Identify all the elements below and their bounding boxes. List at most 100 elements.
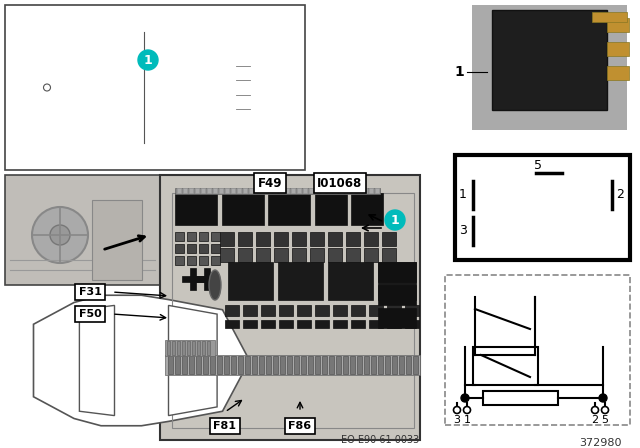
Bar — [5, 175, 160, 285]
Bar — [607, 18, 629, 32]
Bar — [172, 341, 175, 355]
Bar — [387, 305, 401, 316]
Bar — [256, 248, 270, 262]
Bar — [182, 276, 204, 282]
Bar — [217, 356, 222, 374]
Bar — [315, 305, 329, 316]
Bar — [203, 356, 208, 374]
Bar — [309, 188, 313, 193]
Bar — [364, 232, 378, 246]
Bar — [378, 262, 416, 282]
Bar — [351, 188, 355, 193]
Bar — [177, 341, 180, 355]
Bar — [225, 320, 239, 328]
Bar — [231, 188, 235, 193]
Polygon shape — [79, 306, 115, 416]
Bar — [210, 356, 215, 374]
Bar — [201, 188, 205, 193]
Bar — [315, 193, 347, 225]
Bar — [5, 5, 305, 170]
Bar — [261, 320, 275, 328]
Bar — [472, 5, 627, 130]
Bar — [382, 248, 396, 262]
Bar — [266, 356, 271, 374]
Bar — [292, 232, 306, 246]
Bar — [187, 232, 196, 241]
Text: 1: 1 — [143, 53, 152, 66]
Bar — [207, 188, 211, 193]
Bar — [224, 356, 229, 374]
Text: 1: 1 — [454, 65, 464, 79]
Bar — [328, 262, 373, 300]
Bar — [297, 188, 301, 193]
Bar — [199, 232, 208, 241]
Bar — [378, 308, 416, 328]
Bar — [351, 193, 383, 225]
Bar — [280, 356, 285, 374]
Polygon shape — [168, 306, 217, 416]
Text: 1: 1 — [390, 214, 399, 227]
Bar — [175, 193, 217, 225]
Text: I01068: I01068 — [317, 177, 363, 190]
Bar — [322, 356, 327, 374]
Bar — [165, 340, 215, 356]
Bar — [192, 341, 195, 355]
Bar — [225, 305, 239, 316]
Bar — [196, 356, 201, 374]
Bar — [238, 356, 243, 374]
Bar — [369, 305, 383, 316]
Bar — [310, 248, 324, 262]
Circle shape — [50, 225, 70, 245]
Bar — [321, 188, 325, 193]
Bar — [385, 356, 390, 374]
Bar — [287, 356, 292, 374]
Bar — [261, 305, 275, 316]
Bar — [197, 341, 200, 355]
Circle shape — [138, 50, 158, 70]
Bar — [187, 244, 196, 253]
Bar — [328, 232, 342, 246]
Bar — [351, 305, 365, 316]
Bar — [175, 256, 184, 265]
Circle shape — [454, 406, 461, 414]
Bar — [413, 356, 418, 374]
Bar — [350, 356, 355, 374]
Bar — [364, 248, 378, 262]
Bar — [336, 356, 341, 374]
Bar — [378, 356, 383, 374]
Bar — [369, 320, 383, 328]
Bar — [182, 341, 185, 355]
Text: 3: 3 — [454, 415, 461, 425]
Polygon shape — [33, 295, 250, 426]
Bar — [195, 188, 199, 193]
Bar — [187, 256, 196, 265]
Bar — [168, 356, 173, 374]
Bar — [243, 305, 257, 316]
Bar — [363, 188, 367, 193]
Bar — [196, 276, 218, 282]
Bar — [297, 320, 311, 328]
Bar — [219, 188, 223, 193]
Bar — [406, 356, 411, 374]
Bar — [375, 188, 379, 193]
Bar — [371, 356, 376, 374]
Bar — [333, 320, 347, 328]
Bar — [285, 188, 289, 193]
Bar — [345, 188, 349, 193]
Bar — [202, 341, 205, 355]
Bar — [327, 188, 331, 193]
Bar — [243, 320, 257, 328]
Circle shape — [602, 406, 609, 414]
Bar — [187, 341, 190, 355]
Bar — [357, 188, 361, 193]
Bar — [211, 244, 220, 253]
Bar — [279, 320, 293, 328]
Bar — [255, 188, 259, 193]
Bar — [278, 262, 323, 300]
Bar — [204, 268, 210, 290]
Bar — [259, 356, 264, 374]
Bar — [267, 188, 271, 193]
Text: F81: F81 — [214, 421, 237, 431]
Bar — [175, 232, 184, 241]
Bar — [222, 193, 264, 225]
